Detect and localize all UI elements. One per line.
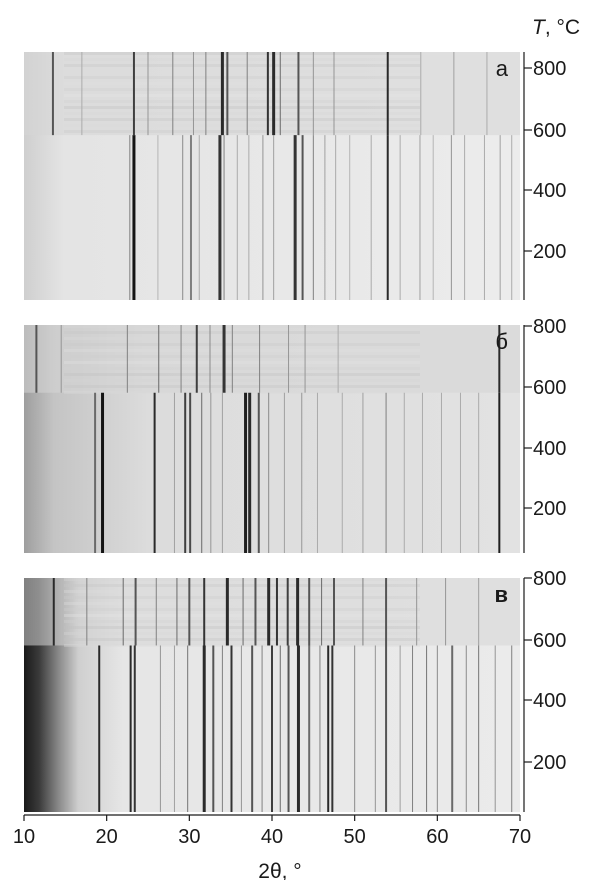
panel-label: а [496,56,509,81]
x-tick-label: 50 [344,826,366,848]
t-tick-label: 800 [533,58,566,80]
t-tick-label: 400 [533,438,566,460]
t-symbol: T [532,16,547,39]
t-tick-label: 800 [533,568,566,590]
high-t-strip [64,88,420,91]
x-tick-label: 30 [178,826,200,848]
high-t-strip [64,82,420,85]
high-t-strip [64,385,420,388]
x-tick-label: 10 [13,826,35,848]
x-tick-label: 70 [509,826,531,848]
high-t-strip [64,632,420,635]
t-tick-label: 800 [533,316,566,338]
high-t-band [24,325,520,393]
t-tick-label: 600 [533,630,566,652]
axes-layer: 200 400 600 800 200 400 600 800 200 400 600 800 10 20… [13,52,566,848]
high-t-strip [64,337,420,340]
high-t-strip [64,349,420,352]
high-t-strip [64,94,420,97]
x-tick-label: 60 [426,826,448,848]
panel-b: б [24,325,520,553]
high-t-strip [64,590,420,593]
high-t-strip [64,578,420,581]
high-t-strip [64,367,420,370]
t-tick-label: 200 [533,752,566,774]
high-t-strip [64,331,420,334]
t-tick-label: 400 [533,180,566,202]
t-tick-label: 400 [533,690,566,712]
high-t-strip [64,644,420,647]
high-t-strip [64,391,420,394]
high-t-strip [64,620,420,623]
x-tick-label: 40 [261,826,283,848]
high-t-strip [64,584,420,587]
high-t-strip [64,118,420,121]
high-t-strip [64,596,420,599]
panel-a: а [24,52,520,300]
high-t-strip [64,64,420,67]
t-tick-label: 600 [533,120,566,142]
panel-v: в [24,578,520,812]
high-t-strip [64,325,420,328]
high-t-strip [64,112,420,115]
high-t-strip [64,124,420,127]
high-t-strip [64,602,420,605]
t-tick-label: 200 [533,498,566,520]
high-t-strip [64,361,420,364]
high-t-strip [64,70,420,73]
high-t-strip [64,614,420,617]
panel-label: б [495,329,508,354]
t-unit: , °C [545,16,580,39]
t-tick-label: 200 [533,241,566,263]
t-tick-label: 600 [533,377,566,399]
high-t-strip [64,379,420,382]
high-t-strip [64,608,420,611]
high-t-strip [64,355,420,358]
high-t-strip [64,106,420,109]
high-t-band [24,578,520,646]
high-t-strip [64,638,420,641]
t-axis-title: T, °C [532,16,580,39]
high-t-strip [64,58,420,61]
high-t-strip [64,76,420,79]
x-tick-label: 20 [96,826,118,848]
high-t-band [24,52,520,136]
high-t-strip [64,52,420,55]
high-t-strip [64,626,420,629]
high-t-strip [64,343,420,346]
x-axis-title: 2θ, ° [258,860,301,880]
panel-label: в [494,582,508,607]
high-t-strip [64,373,420,376]
high-t-strip [64,130,420,133]
high-t-strip [64,100,420,103]
